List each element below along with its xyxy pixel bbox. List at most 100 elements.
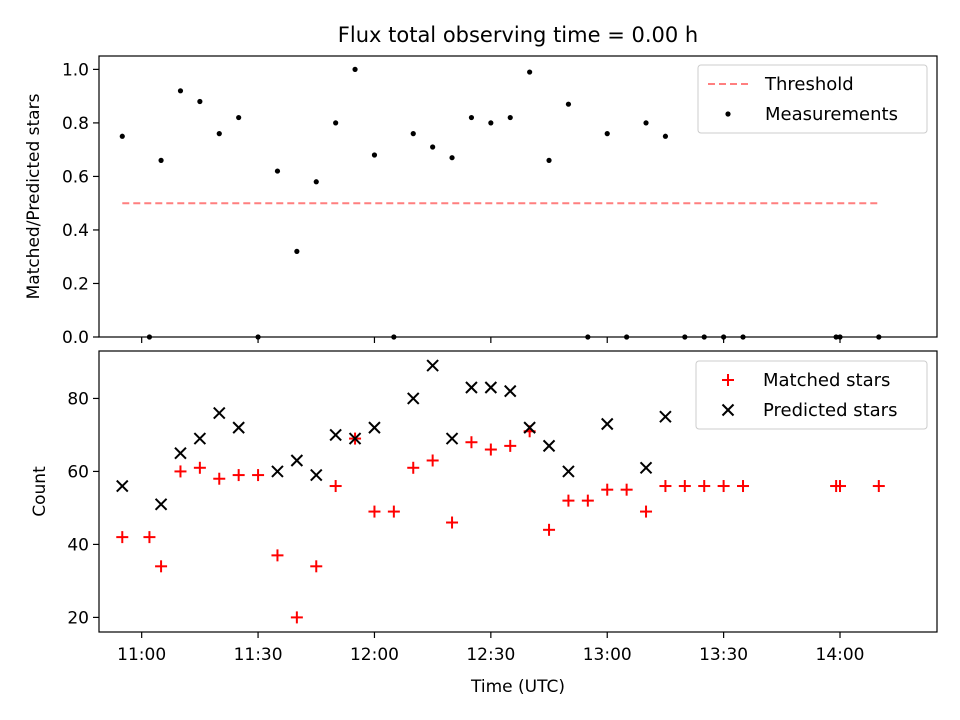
matched-star-point: [232, 469, 245, 482]
count-y-tick-label: 80: [67, 389, 89, 409]
x-tick-label: 11:30: [234, 645, 283, 665]
measurement-point: [643, 120, 649, 126]
predicted-star-point: [290, 454, 304, 467]
count-x-ticks: 11:00 11:30 12:00 12:30 13:00 13:30 14:00: [117, 632, 865, 665]
predicted-star-point: [329, 428, 342, 442]
measurement-point: [488, 120, 494, 126]
predicted-star-point: [523, 421, 536, 434]
ratio-x-ticks: [141, 337, 841, 343]
matched-star-point: [504, 439, 517, 452]
count-y-tick-label: 20: [67, 608, 89, 628]
x-tick-label: 11:00: [117, 645, 166, 665]
predicted-star-point: [310, 468, 323, 482]
measurement-point: [216, 131, 222, 137]
predicted-star-point: [639, 461, 653, 474]
x-tick-label: 13:00: [583, 645, 632, 665]
matched-star-point: [872, 480, 885, 493]
ratio-y-ticks: 0.0 0.2 0.4 0.6 0.8 1.0: [62, 60, 99, 348]
count-y-tick-label: 60: [67, 462, 89, 482]
legend-matched-label: Matched stars: [763, 370, 890, 391]
ratio-y-tick-label: 1.0: [62, 60, 89, 80]
matched-star-point: [834, 480, 847, 493]
matched-star-point: [581, 494, 594, 507]
matched-star-point: [737, 480, 750, 493]
matched-star-point: [143, 531, 156, 544]
predicted-star-point: [271, 465, 284, 478]
ratio-y-tick-label: 0.4: [62, 221, 89, 241]
predicted-star-point: [659, 410, 672, 423]
legend-threshold-label: Threshold: [764, 74, 854, 95]
matched-star-point: [426, 454, 439, 467]
measurement-point: [449, 155, 455, 161]
ratio-y-axis-label: Matched/Predicted stars: [24, 93, 44, 299]
matched-star-point: [252, 469, 265, 482]
ratio-marks: [119, 66, 882, 340]
count-marks: [116, 359, 885, 624]
x-tick-label: 12:00: [350, 645, 399, 665]
matched-star-point: [387, 505, 400, 518]
legend-measurements-label: Measurements: [765, 104, 898, 125]
count-y-ticks: 20 40 60 80: [67, 389, 99, 628]
matched-star-point: [310, 560, 323, 573]
measurement-point: [662, 133, 669, 139]
x-tick-label: 13:30: [699, 645, 748, 665]
measurement-point: [274, 168, 281, 174]
matched-star-point: [678, 480, 691, 493]
measurement-point: [177, 88, 184, 94]
x-tick-label: 14:00: [816, 645, 865, 665]
ratio-y-tick-label: 0.0: [62, 328, 89, 348]
legend-matched-swatch: [722, 374, 734, 386]
measurement-point: [371, 152, 378, 158]
matched-star-point: [620, 483, 633, 496]
matched-star-point: [193, 461, 206, 474]
predicted-star-point: [232, 421, 245, 434]
matched-star-point: [213, 472, 226, 485]
ratio-y-tick-label: 0.8: [62, 114, 89, 134]
count-legend: Matched stars Predicted stars: [695, 360, 928, 430]
x-tick-label: 12:30: [466, 645, 515, 665]
matched-star-point: [174, 465, 187, 478]
predicted-star-point: [465, 381, 478, 394]
matched-star-point: [116, 531, 129, 544]
matched-star-point: [368, 505, 381, 518]
measurement-point: [197, 98, 203, 105]
matched-star-point: [484, 443, 497, 456]
predicted-star-point: [213, 406, 226, 420]
matched-star-point: [659, 480, 672, 493]
measurement-point: [410, 131, 416, 137]
predicted-star-point: [562, 465, 575, 478]
matched-star-point: [271, 549, 284, 562]
matched-star-point: [640, 505, 653, 518]
predicted-star-point: [426, 359, 439, 372]
matched-star-point: [407, 461, 420, 474]
count-legend-box: [695, 360, 928, 430]
predicted-star-point: [484, 381, 498, 394]
predicted-star-point: [368, 421, 381, 434]
ratio-y-tick-label: 0.6: [62, 167, 89, 187]
predicted-star-point: [174, 446, 187, 460]
count-y-tick-label: 40: [67, 535, 89, 555]
matched-star-point: [465, 436, 478, 449]
predicted-star-point: [601, 417, 614, 431]
predicted-star-point: [154, 498, 168, 511]
measurement-point: [546, 157, 552, 163]
legend-predicted-label: Predicted stars: [763, 400, 897, 421]
ratio-legend-box: [697, 64, 928, 134]
measurement-point: [158, 157, 164, 163]
matched-star-point: [698, 480, 711, 493]
chart-title: Flux total observing time = 0.00 h: [338, 23, 698, 47]
predicted-star-point: [407, 392, 420, 405]
legend-predicted-swatch: [721, 403, 735, 417]
measurement-point: [119, 133, 125, 139]
matched-star-point: [290, 611, 303, 624]
measurement-point: [294, 248, 300, 254]
matched-star-point: [446, 516, 459, 529]
matched-star-point: [562, 494, 575, 507]
count-axes-frame: [98, 350, 938, 633]
predicted-star-point: [348, 432, 362, 445]
ratio-panel: 0.0 0.2 0.4 0.6 0.8 1.0 Matched/Predicted sta…: [24, 55, 938, 348]
matched-star-point: [329, 480, 342, 493]
matched-star-point: [717, 480, 730, 493]
